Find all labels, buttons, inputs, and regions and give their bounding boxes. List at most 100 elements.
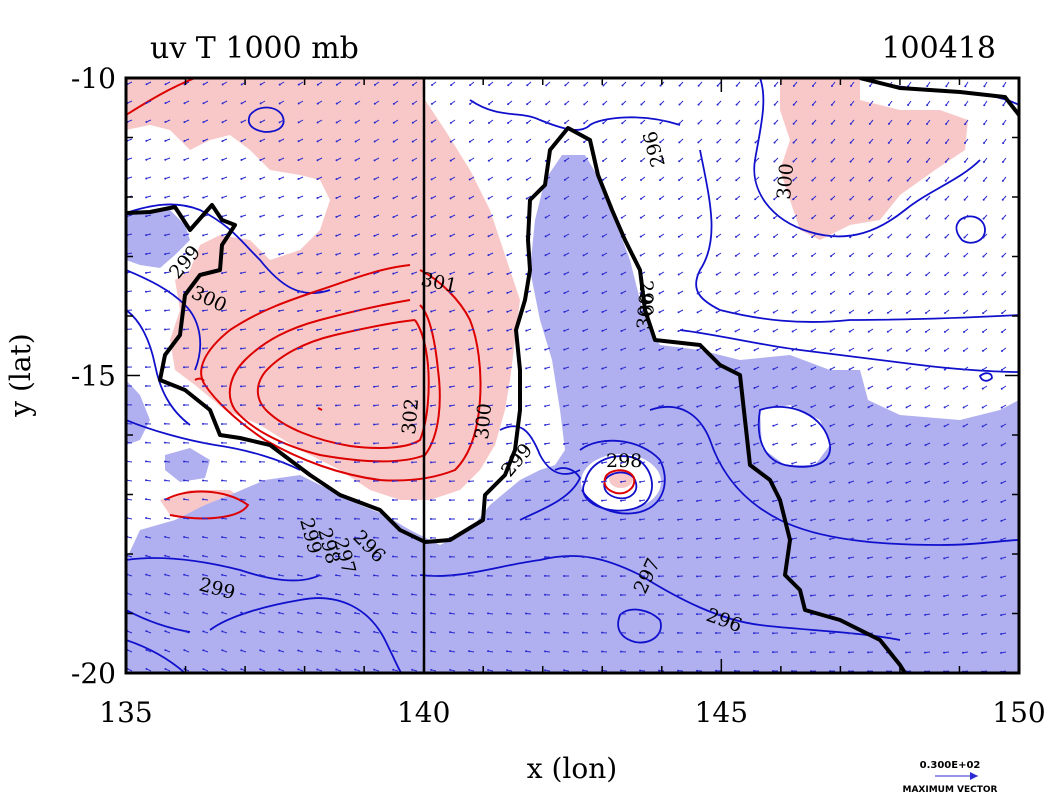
wind-vector-head [964, 85, 967, 88]
wind-vector-head [943, 330, 946, 333]
wind-vector-head [392, 159, 395, 162]
wind-vector-head [715, 349, 718, 352]
wind-vector-head [964, 104, 967, 107]
wind-vector-head [335, 197, 338, 200]
wind-vector-head [962, 557, 965, 560]
wind-vector-head [830, 198, 833, 201]
wind-vector-head [316, 668, 319, 671]
wind-vector-head [849, 217, 852, 220]
wind-vector-head [696, 650, 699, 653]
wind-vector-head [506, 310, 509, 313]
wind-vector-head [753, 632, 756, 635]
wind-vector-head [487, 405, 490, 408]
wind-vector-head [753, 500, 756, 503]
wind-vector-head [544, 631, 547, 634]
wind-vector-head [981, 368, 984, 371]
wind-vector-head [563, 254, 566, 257]
wind-vector-head [677, 424, 680, 427]
wind-vector-head [962, 387, 965, 390]
wind-vector-head [202, 328, 205, 331]
wind-vector-head [945, 104, 948, 107]
wind-vector-head [772, 311, 775, 314]
wind-vector-head [506, 631, 509, 634]
wind-vector-head [696, 367, 699, 370]
wind-vector-head [202, 498, 205, 501]
wind-vector-head [507, 122, 510, 125]
wind-vector-head [963, 179, 966, 182]
wind-vector-head [297, 272, 300, 275]
wind-vector-head [297, 404, 300, 407]
wind-vector-head [639, 462, 642, 465]
wind-vector-head [430, 612, 433, 615]
wind-vector-head [526, 103, 529, 106]
wind-vector-head [259, 423, 262, 426]
wind-vector-head [297, 536, 300, 539]
wind-vector-head [601, 235, 604, 238]
wind-vector-head [963, 274, 966, 277]
wind-vector-head [944, 217, 947, 220]
wind-vector-head [449, 329, 452, 332]
wind-vector-head [164, 121, 167, 124]
wind-vector-head [468, 178, 471, 181]
wind-vector-head [145, 83, 148, 86]
wind-vector-head [583, 141, 586, 144]
wind-vector-head [867, 387, 870, 390]
wind-vector-head [259, 592, 262, 595]
wind-vector-head [297, 328, 300, 331]
wind-vector-head [810, 556, 813, 559]
wind-vector-head [430, 536, 433, 539]
wind-vector-head [183, 366, 186, 369]
wind-vector-head [582, 593, 585, 596]
wind-vector-head [868, 217, 871, 220]
wind-vector-head [754, 84, 757, 87]
wind-vector-head [639, 235, 642, 238]
wind-vector-head [335, 215, 338, 218]
wind-vector-head [392, 140, 395, 143]
wind-vector-head [716, 84, 719, 87]
wind-vector-head [753, 405, 756, 408]
wind-vector-head [1002, 104, 1005, 107]
wind-vector-head [164, 83, 167, 86]
wind-vector-head [963, 312, 966, 315]
wind-vector-head [981, 482, 984, 485]
wind-vector-head [506, 178, 509, 181]
wind-vector-head [582, 443, 585, 446]
wind-vector-head [487, 499, 490, 502]
wind-vector-head [944, 141, 947, 144]
wind-vector-head [335, 404, 338, 407]
wind-vector-head [981, 651, 984, 654]
wind-vector-head [887, 179, 890, 182]
wind-vector-head [867, 349, 870, 352]
wind-vector-head [183, 271, 186, 274]
wind-vector-head [1000, 651, 1003, 654]
wind-vector-head [830, 103, 833, 106]
wind-vector-head [373, 630, 376, 633]
wind-vector-head [963, 255, 966, 258]
wind-vector-head [221, 668, 224, 671]
wind-vector-head [316, 517, 319, 520]
wind-vector-head [792, 84, 795, 87]
wind-vector-head [411, 423, 414, 426]
wind-vector-head [886, 292, 889, 295]
wind-vector-head [734, 349, 737, 352]
wind-vector-head [962, 330, 965, 333]
wind-vector-head [773, 236, 776, 239]
wind-vector-head [525, 461, 528, 464]
wind-vector-head [468, 650, 471, 653]
wind-vector-head [278, 140, 281, 143]
wind-vector-head [658, 518, 661, 521]
wind-vector-head [792, 236, 795, 239]
wind-vector-head [449, 178, 452, 181]
wind-vector-head [164, 271, 167, 274]
wind-vector-head [983, 104, 986, 107]
wind-vector-head [335, 479, 338, 482]
wind-vector-head [849, 160, 852, 163]
wind-vector-head [430, 102, 433, 105]
wind-vector-head [145, 253, 148, 256]
wind-vector-head [887, 255, 890, 258]
wind-vector-head [468, 593, 471, 596]
wind-vector-head [392, 649, 395, 652]
wind-vector-head [411, 310, 414, 313]
wind-vector-head [981, 519, 984, 522]
wind-vector-head [753, 613, 756, 616]
